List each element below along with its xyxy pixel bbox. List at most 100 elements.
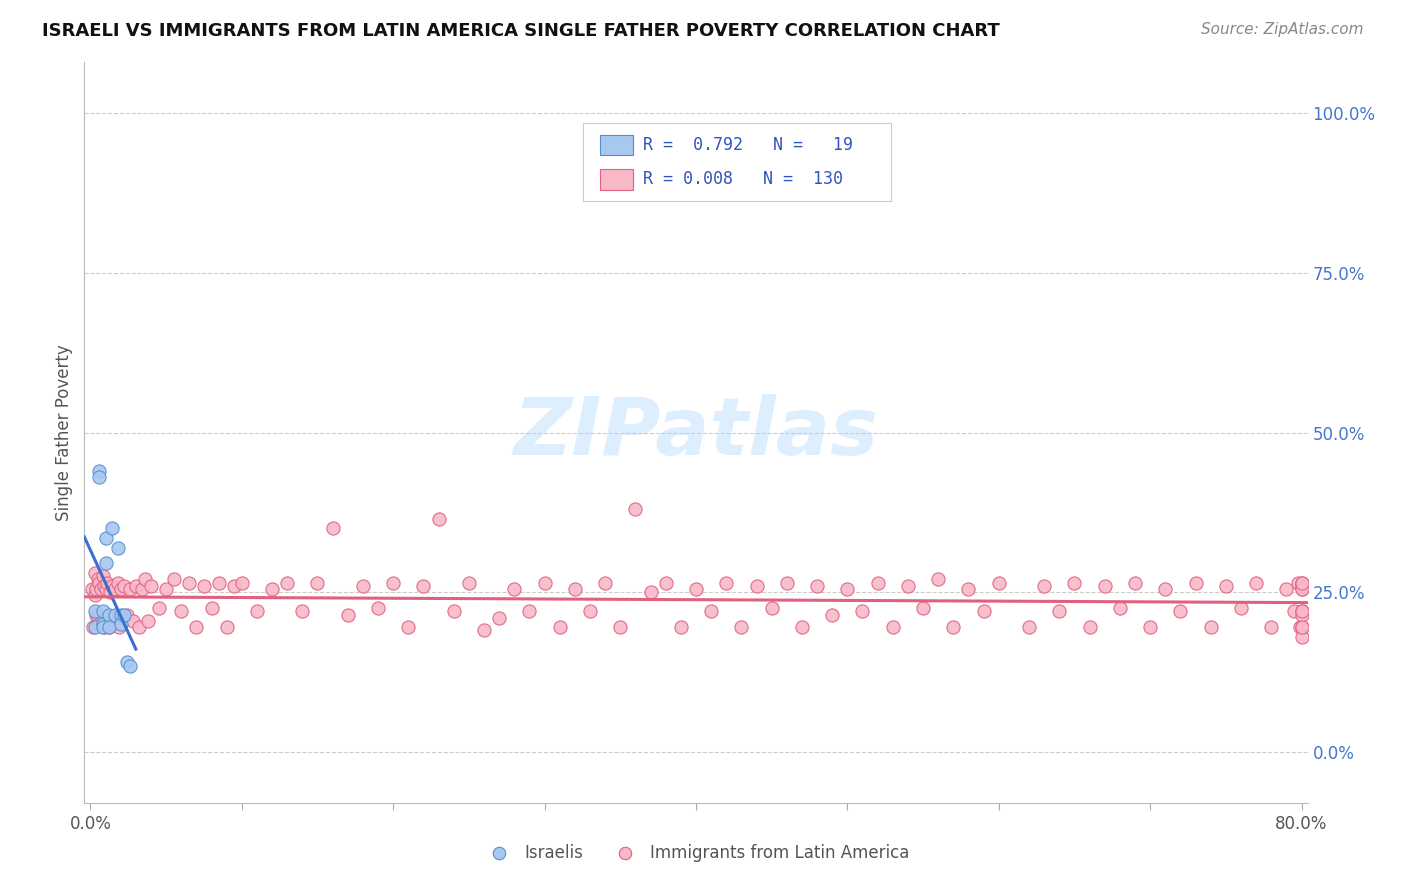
Text: Source: ZipAtlas.com: Source: ZipAtlas.com bbox=[1201, 22, 1364, 37]
Point bbox=[336, 607, 359, 622]
Point bbox=[472, 624, 495, 638]
Point bbox=[262, 582, 284, 596]
Point bbox=[640, 585, 662, 599]
Point bbox=[112, 607, 135, 622]
Point bbox=[246, 604, 269, 618]
Point bbox=[97, 620, 120, 634]
Point bbox=[1078, 620, 1101, 634]
Point bbox=[548, 620, 571, 634]
Point bbox=[121, 614, 143, 628]
Point bbox=[1184, 575, 1206, 590]
Point bbox=[131, 582, 153, 596]
Point bbox=[821, 607, 844, 622]
Point bbox=[806, 579, 828, 593]
Point bbox=[579, 604, 602, 618]
Point bbox=[654, 575, 676, 590]
Point bbox=[186, 620, 208, 634]
Point bbox=[100, 579, 122, 593]
Point bbox=[118, 582, 141, 596]
Point bbox=[716, 575, 738, 590]
Point bbox=[91, 620, 114, 634]
Point bbox=[352, 579, 374, 593]
Point bbox=[519, 604, 541, 618]
Point bbox=[128, 620, 150, 634]
Point bbox=[200, 601, 222, 615]
Point bbox=[1260, 620, 1282, 634]
Point bbox=[837, 582, 859, 596]
Point bbox=[1154, 582, 1177, 596]
Point bbox=[86, 607, 108, 622]
Point bbox=[89, 470, 111, 484]
Point bbox=[973, 604, 995, 618]
Point bbox=[82, 620, 104, 634]
Point bbox=[1288, 575, 1310, 590]
Point bbox=[1291, 575, 1313, 590]
Point bbox=[104, 607, 127, 622]
Point bbox=[412, 579, 434, 593]
Point bbox=[1282, 604, 1305, 618]
Point bbox=[108, 620, 131, 634]
Point bbox=[1244, 575, 1267, 590]
Point bbox=[134, 573, 156, 587]
Point bbox=[163, 573, 186, 587]
Point bbox=[1291, 582, 1313, 596]
Point bbox=[1275, 582, 1298, 596]
Point bbox=[94, 531, 117, 545]
Point bbox=[1199, 620, 1222, 634]
Point bbox=[1170, 604, 1192, 618]
Point bbox=[276, 575, 298, 590]
Point bbox=[91, 614, 114, 628]
Point bbox=[155, 582, 177, 596]
Point bbox=[1123, 575, 1146, 590]
Point bbox=[866, 575, 889, 590]
Text: ZIPatlas: ZIPatlas bbox=[513, 393, 879, 472]
Point bbox=[1291, 579, 1313, 593]
Point bbox=[897, 579, 920, 593]
Point bbox=[170, 604, 193, 618]
Text: R = 0.008   N =  130: R = 0.008 N = 130 bbox=[644, 170, 844, 188]
Point bbox=[457, 575, 479, 590]
Point bbox=[84, 604, 107, 618]
Point bbox=[488, 611, 510, 625]
Point bbox=[745, 579, 768, 593]
Point bbox=[609, 620, 631, 634]
Point bbox=[927, 573, 949, 587]
Point bbox=[1289, 620, 1312, 634]
Point bbox=[776, 575, 799, 590]
Point bbox=[427, 512, 450, 526]
Point bbox=[761, 601, 783, 615]
Point bbox=[443, 604, 465, 618]
Point bbox=[396, 620, 419, 634]
Point bbox=[1215, 579, 1237, 593]
Point bbox=[89, 617, 111, 632]
Point bbox=[94, 582, 117, 596]
Point bbox=[224, 579, 246, 593]
Point bbox=[1291, 620, 1313, 634]
Point bbox=[1291, 575, 1313, 590]
Point bbox=[564, 582, 586, 596]
Point bbox=[110, 607, 132, 622]
Point bbox=[115, 656, 138, 670]
Point bbox=[87, 611, 110, 625]
Point bbox=[1291, 620, 1313, 634]
Point bbox=[987, 575, 1010, 590]
Point bbox=[148, 601, 170, 615]
Point bbox=[1291, 582, 1313, 596]
Point bbox=[84, 566, 107, 580]
Point bbox=[367, 601, 389, 615]
Point bbox=[115, 607, 138, 622]
Point bbox=[89, 464, 111, 478]
Point bbox=[215, 620, 238, 634]
Y-axis label: Single Father Poverty: Single Father Poverty bbox=[55, 344, 73, 521]
Point bbox=[118, 658, 141, 673]
Point bbox=[533, 575, 555, 590]
Point bbox=[1291, 630, 1313, 644]
Point bbox=[110, 582, 132, 596]
Point bbox=[1047, 604, 1070, 618]
Point bbox=[1033, 579, 1056, 593]
Point bbox=[1291, 604, 1313, 618]
Point bbox=[107, 575, 129, 590]
Text: ISRAELI VS IMMIGRANTS FROM LATIN AMERICA SINGLE FATHER POVERTY CORRELATION CHART: ISRAELI VS IMMIGRANTS FROM LATIN AMERICA… bbox=[42, 22, 1000, 40]
Point bbox=[94, 557, 117, 571]
Point bbox=[231, 575, 253, 590]
